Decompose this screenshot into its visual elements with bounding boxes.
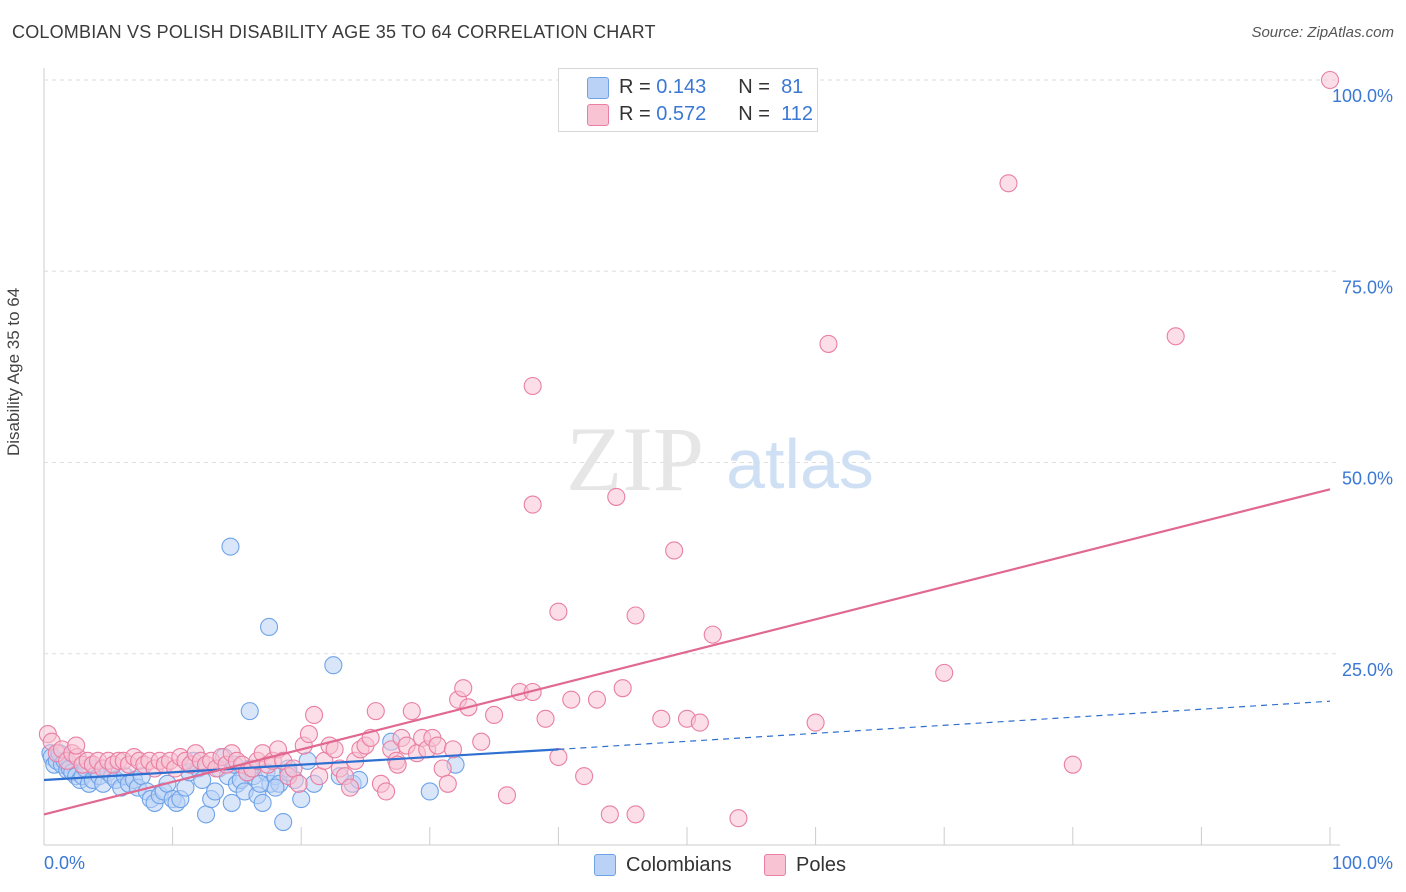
tick-labels: 100.0% 75.0% 50.0% 25.0% 0.0% 100.0% — [44, 86, 1393, 873]
legend-n-value-colombians: 81 — [781, 75, 804, 98]
data-point — [1320, 70, 1340, 90]
series-poles-points — [38, 70, 1340, 828]
data-point — [536, 709, 555, 728]
data-point — [607, 487, 626, 506]
legend-swatch-poles — [587, 104, 609, 126]
data-point — [284, 759, 303, 778]
data-point — [472, 732, 491, 751]
data-point — [310, 767, 329, 786]
data-point — [420, 782, 439, 801]
series-colombians-points — [41, 537, 465, 832]
legend-row-poles: R = 0.572 N = 112 — [619, 102, 813, 126]
data-point — [341, 778, 360, 797]
legend-row-colombians: R = 0.143 N = 81 — [619, 75, 803, 99]
legend-r-value-colombians: 0.143 — [656, 75, 707, 98]
bottom-legend-label-poles: Poles — [796, 853, 847, 876]
data-point — [523, 495, 542, 514]
data-point — [299, 725, 318, 744]
data-point — [377, 782, 396, 801]
data-point — [438, 774, 457, 793]
trend-line-colombians-extension — [558, 700, 1331, 750]
bottom-legend-poles: Poles — [764, 852, 846, 878]
data-point — [205, 782, 225, 801]
data-point — [366, 702, 385, 721]
data-point — [819, 334, 838, 353]
legend-r-label: R = — [619, 75, 651, 98]
data-point — [274, 812, 293, 832]
data-point — [999, 174, 1018, 193]
data-point — [67, 736, 86, 755]
data-point — [549, 747, 568, 767]
data-point — [562, 690, 581, 709]
data-point — [497, 786, 517, 805]
data-point — [222, 793, 241, 812]
y-tick-label: 75.0% — [1342, 277, 1393, 297]
bottom-legend-label-colombians: Colombians — [626, 853, 732, 876]
data-point — [221, 537, 240, 556]
data-point — [613, 679, 632, 698]
data-point — [259, 617, 279, 637]
legend-swatch-colombians — [587, 77, 609, 99]
data-point — [305, 705, 324, 725]
data-point — [652, 709, 671, 728]
data-point — [587, 690, 607, 709]
data-point — [433, 759, 452, 778]
data-point — [292, 790, 311, 809]
data-point — [665, 541, 684, 560]
data-point — [388, 755, 407, 774]
trend-line-poles — [43, 488, 1331, 816]
data-point — [454, 679, 473, 698]
data-point — [253, 793, 272, 812]
y-tick-label: 25.0% — [1342, 660, 1393, 680]
data-point — [324, 656, 343, 675]
data-point — [523, 376, 542, 396]
data-point — [600, 805, 619, 824]
data-point — [402, 702, 421, 721]
y-tick-label: 50.0% — [1342, 469, 1393, 489]
legend-n-label: N = — [738, 102, 770, 125]
trend-lines — [43, 488, 1331, 816]
data-point — [1063, 755, 1082, 774]
data-point — [289, 774, 308, 793]
data-point — [1166, 327, 1185, 346]
legend-r-value-poles: 0.572 — [656, 102, 707, 125]
bottom-legend-colombians: Colombians — [594, 852, 732, 878]
bottom-legend-swatch-colombians — [594, 854, 616, 876]
legend-n-label: N = — [738, 75, 770, 98]
grid — [43, 68, 1340, 846]
data-point — [626, 606, 645, 625]
data-point — [428, 736, 447, 755]
watermark-atlas: atlas — [726, 425, 874, 503]
data-point — [690, 713, 709, 732]
data-point — [196, 805, 216, 824]
data-point — [240, 702, 259, 721]
data-point — [485, 705, 504, 725]
data-point — [626, 805, 645, 824]
data-point — [806, 713, 825, 732]
chart-title: COLOMBIAN VS POLISH DISABILITY AGE 35 TO… — [12, 22, 656, 42]
data-point — [703, 625, 722, 644]
x-tick-label: 0.0% — [44, 853, 85, 873]
source-credit: Source: ZipAtlas.com — [1251, 24, 1394, 41]
x-tick-label: 100.0% — [1332, 853, 1393, 873]
data-point — [250, 774, 270, 793]
bottom-legend-swatch-poles — [764, 854, 786, 876]
data-point — [935, 663, 954, 682]
legend-r-label: R = — [619, 102, 651, 125]
data-point — [443, 740, 462, 759]
data-point — [549, 602, 568, 621]
data-point — [575, 767, 594, 786]
watermark-zip: ZIP — [566, 408, 704, 510]
trend-line-colombians — [43, 748, 559, 782]
legend-n-value-poles: 112 — [781, 102, 813, 125]
data-point — [729, 809, 748, 828]
correlation-legend: R = 0.143 N = 81 R = 0.572 N = 112 — [558, 68, 818, 132]
data-point — [176, 778, 195, 797]
y-tick-label: 100.0% — [1332, 86, 1393, 106]
